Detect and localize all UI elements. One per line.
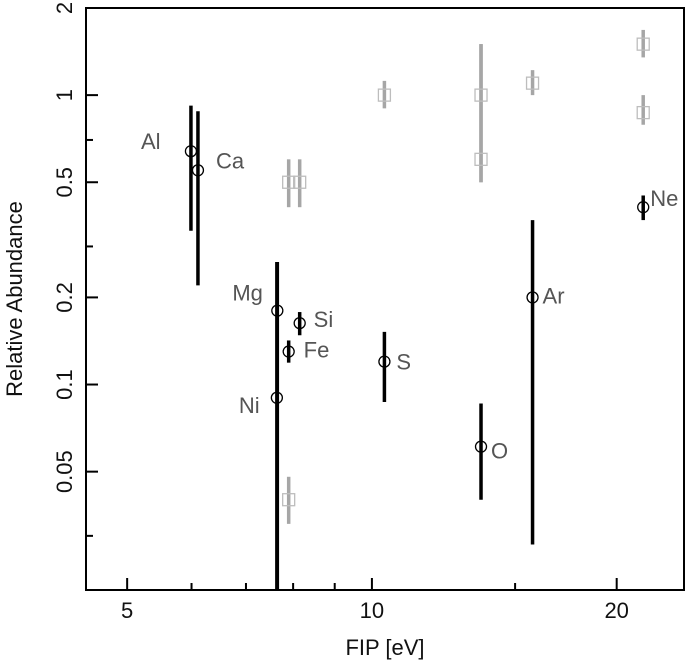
- point-s: [378, 355, 391, 368]
- point-mg: [271, 304, 284, 317]
- y-tick-label-0-5: 0.5: [52, 167, 77, 198]
- point-ni: [270, 391, 284, 404]
- y-tick-label-2: 2: [52, 2, 77, 14]
- label-s: S: [396, 350, 411, 375]
- axis-ticks: 5 10 20 2 1 0.5 0.2 0.1 0.05: [52, 2, 629, 623]
- point-square-5: [474, 152, 488, 166]
- x-tick-label-5: 5: [121, 598, 133, 623]
- point-square-3: [377, 88, 392, 102]
- markers: [184, 37, 650, 507]
- y-tick-label-0-05: 0.05: [52, 450, 77, 493]
- error-bars: [189, 29, 645, 590]
- label-al: Al: [141, 129, 161, 154]
- plot-frame: [85, 7, 685, 591]
- label-ar: Ar: [543, 283, 565, 308]
- y-tick-label-0-1: 0.1: [52, 369, 77, 400]
- point-square-6: [525, 76, 540, 90]
- point-square-2: [282, 493, 296, 507]
- y-axis-title: Relative Abundance: [2, 201, 27, 397]
- point-square-1: [293, 175, 307, 189]
- point-square-8: [636, 105, 650, 120]
- point-o: [474, 440, 488, 453]
- point-fe: [282, 345, 295, 358]
- label-ca: Ca: [216, 148, 245, 173]
- label-fe: Fe: [304, 338, 330, 363]
- point-ne: [637, 201, 650, 214]
- x-axis-title: FIP [eV]: [345, 635, 424, 660]
- element-labels: Al Ca Mg Si Fe Ni S O Ar Ne: [141, 129, 678, 463]
- label-si: Si: [314, 307, 334, 332]
- label-ni: Ni: [239, 393, 260, 418]
- point-square-7: [636, 37, 650, 51]
- point-ar: [526, 291, 539, 304]
- x-tick-label-20: 20: [604, 598, 628, 623]
- point-ca: [191, 164, 205, 177]
- point-square-4: [474, 88, 488, 102]
- label-mg: Mg: [232, 281, 263, 306]
- x-tick-label-10: 10: [360, 598, 384, 623]
- label-o: O: [491, 439, 508, 464]
- point-square-0: [282, 175, 296, 189]
- y-tick-label-0-2: 0.2: [52, 282, 77, 313]
- point-si: [293, 316, 306, 330]
- label-ne: Ne: [650, 186, 678, 211]
- y-tick-label-1: 1: [52, 89, 77, 101]
- point-al: [184, 145, 198, 158]
